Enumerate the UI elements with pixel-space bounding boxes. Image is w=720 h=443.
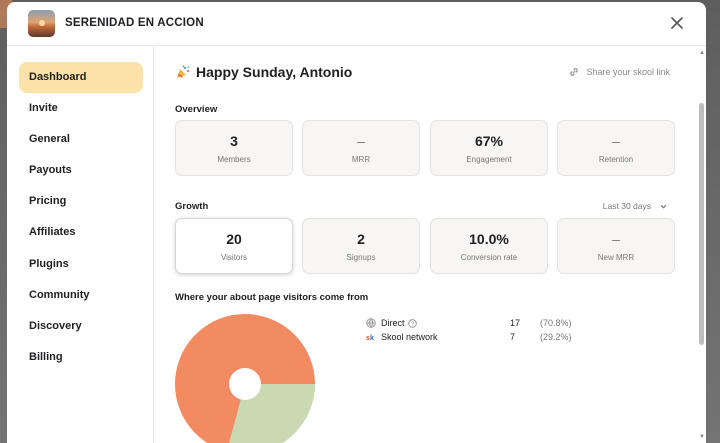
greeting-title: Happy Sunday, Antonio bbox=[196, 64, 353, 80]
date-range-value: Last 30 days bbox=[602, 201, 651, 211]
sidebar-item-affiliates[interactable]: Affiliates bbox=[29, 226, 76, 238]
skool-network-percent: (29.2%) bbox=[540, 332, 572, 342]
close-button[interactable] bbox=[668, 14, 686, 32]
retention-value: – bbox=[612, 133, 620, 149]
scroll-down-arrow[interactable]: ▼ bbox=[699, 434, 705, 440]
skool-network-source: Skool network bbox=[381, 332, 438, 342]
mrr-label: MRR bbox=[351, 155, 371, 164]
sidebar-item-payouts[interactable]: Payouts bbox=[29, 164, 72, 176]
direct-percent: (70.8%) bbox=[540, 318, 572, 328]
visitors-card[interactable]: 20 Visitors bbox=[175, 218, 293, 274]
close-icon bbox=[671, 17, 683, 29]
svg-text:?: ? bbox=[410, 321, 413, 327]
overview-label: Overview bbox=[175, 104, 218, 115]
visitors-value: 20 bbox=[226, 231, 242, 247]
chevron-down-icon bbox=[660, 204, 667, 209]
retention-card[interactable]: – Retention bbox=[557, 120, 675, 176]
date-range-select[interactable]: Last 30 days bbox=[603, 201, 668, 211]
sidebar-item-billing[interactable]: Billing bbox=[29, 351, 63, 363]
mrr-card[interactable]: – MRR bbox=[302, 120, 420, 176]
share-link-label: Share your skool link bbox=[586, 67, 670, 77]
svg-text:k: k bbox=[370, 335, 374, 342]
direct-name: Direct bbox=[381, 318, 405, 328]
visitor-sources-pie-chart bbox=[175, 314, 315, 443]
share-skool-link[interactable]: Share your skool link bbox=[568, 66, 670, 78]
svg-text:s: s bbox=[366, 335, 370, 342]
members-label: Members bbox=[217, 155, 251, 164]
visitor-sources-label: Where your about page visitors come from bbox=[175, 292, 369, 303]
conversion-rate-card[interactable]: 10.0% Conversion rate bbox=[430, 218, 548, 274]
scrollbar-thumb[interactable] bbox=[699, 103, 704, 345]
dashboard-content: Happy Sunday, Antonio Share your skool l… bbox=[155, 47, 706, 443]
skool-network-name: Skool network bbox=[381, 332, 438, 342]
members-value: 3 bbox=[230, 133, 238, 149]
signups-card[interactable]: 2 Signups bbox=[302, 218, 420, 274]
new-mrr-value: – bbox=[612, 231, 620, 247]
members-card[interactable]: 3 Members bbox=[175, 120, 293, 176]
engagement-label: Engagement bbox=[466, 155, 512, 164]
new-mrr-label: New MRR bbox=[597, 253, 635, 262]
skool-logo-icon: s k bbox=[366, 335, 374, 342]
legend-row-skool-network: s k Skool network 7 (29.2%) bbox=[366, 330, 586, 344]
legend-row-direct: Direct ? 17 (70.8%) bbox=[366, 316, 586, 330]
direct-source: Direct ? bbox=[381, 318, 417, 328]
growth-label: Growth bbox=[175, 201, 209, 212]
sidebar-item-community[interactable]: Community bbox=[29, 289, 90, 301]
settings-sidebar: Dashboard Invite General Payouts Pricing… bbox=[7, 47, 154, 443]
retention-label: Retention bbox=[598, 155, 634, 164]
help-icon[interactable]: ? bbox=[407, 318, 417, 328]
sidebar-item-dashboard[interactable]: Dashboard bbox=[19, 62, 143, 93]
visitors-label: Visitors bbox=[220, 253, 248, 262]
skool-network-count: 7 bbox=[510, 332, 516, 342]
sidebar-item-general[interactable]: General bbox=[29, 133, 70, 145]
sidebar-item-plugins[interactable]: Plugins bbox=[29, 258, 69, 270]
direct-count: 17 bbox=[510, 318, 521, 328]
group-avatar bbox=[28, 10, 55, 37]
pie-center-hole bbox=[229, 368, 261, 400]
sidebar-item-pricing[interactable]: Pricing bbox=[29, 195, 67, 207]
conversion-rate-value: 10.0% bbox=[469, 231, 509, 247]
signups-label: Signups bbox=[346, 253, 376, 262]
engagement-card[interactable]: 67% Engagement bbox=[430, 120, 548, 176]
sidebar-item-discovery[interactable]: Discovery bbox=[29, 320, 82, 332]
sidebar-item-invite[interactable]: Invite bbox=[29, 102, 58, 114]
greeting: Happy Sunday, Antonio bbox=[175, 64, 352, 80]
party-popper-icon bbox=[177, 64, 190, 78]
scroll-up-arrow[interactable]: ▲ bbox=[699, 50, 705, 56]
conversion-rate-label: Conversion rate bbox=[460, 253, 518, 262]
globe-icon bbox=[366, 318, 376, 328]
signups-value: 2 bbox=[357, 231, 365, 247]
link-icon bbox=[570, 68, 579, 76]
mrr-value: – bbox=[357, 133, 365, 149]
new-mrr-card[interactable]: – New MRR bbox=[557, 218, 675, 274]
modal-header: SERENIDAD EN ACCION bbox=[7, 2, 706, 46]
engagement-value: 67% bbox=[474, 133, 504, 149]
settings-modal: SERENIDAD EN ACCION Dashboard Invite Gen… bbox=[7, 2, 706, 443]
group-name: SERENIDAD EN ACCION bbox=[65, 17, 204, 29]
